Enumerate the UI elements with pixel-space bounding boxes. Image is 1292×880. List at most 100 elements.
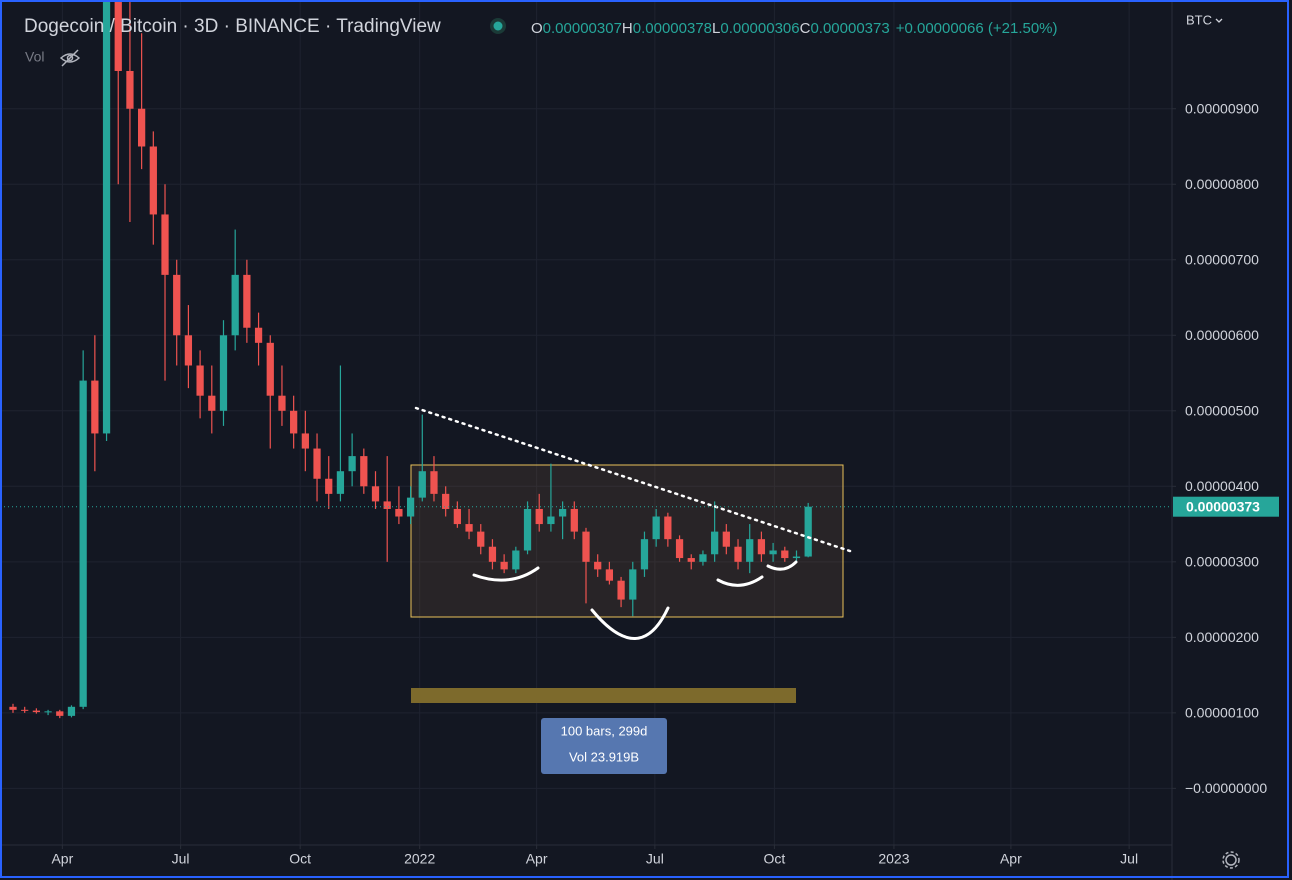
x-tick-label: Oct [764, 851, 786, 867]
candle-body [325, 478, 333, 494]
candle-body [290, 410, 298, 434]
x-tick-label: Jul [172, 851, 190, 867]
y-tick-label: 0.00000400 [1185, 478, 1259, 494]
y-tick-label: 0.00000200 [1185, 629, 1259, 645]
drawing-curve [590, 606, 670, 640]
candle-body [500, 561, 508, 570]
candle-body [757, 539, 766, 555]
x-tick-label: Oct [289, 851, 311, 867]
candle-body [254, 327, 263, 343]
trend-line [414, 406, 855, 554]
ohlc-value: 0.00000373 [810, 20, 889, 37]
currency-caret[interactable] [1215, 18, 1223, 23]
last-price-label: 0.00000373 [1186, 498, 1260, 514]
currency-button[interactable]: BTC [1186, 12, 1212, 27]
candle-body [617, 580, 625, 600]
drawing-curve [472, 566, 540, 582]
candle-body [360, 456, 368, 487]
candle-body [711, 531, 719, 555]
candle-body [442, 493, 450, 509]
candle-body [512, 550, 520, 570]
candle-body [114, 0, 122, 71]
candle-body [266, 342, 274, 396]
candle-body [558, 508, 567, 517]
settings-icon[interactable] [1222, 851, 1240, 869]
candle-body [675, 539, 684, 559]
candle-body [465, 524, 473, 532]
candle-body [640, 539, 649, 570]
candle-body [406, 497, 415, 517]
candle-body [231, 274, 239, 336]
candle-body [91, 380, 99, 434]
candle-body [652, 516, 660, 540]
candle-body [570, 508, 578, 532]
candle-body [278, 395, 286, 411]
x-tick-label: Apr [526, 851, 548, 867]
candle-body [9, 706, 17, 710]
y-tick-label: 0.00000500 [1185, 402, 1259, 418]
candle-body [792, 556, 801, 559]
candle-body [138, 108, 146, 147]
ohlc-change: +0.00000066 (+21.50%) [896, 20, 1058, 37]
candle-body [722, 531, 730, 547]
axes: 0.00000900 0.00000800 0.00000700 0.00000600… [0, 100, 1279, 867]
candle-body [196, 365, 204, 396]
candle-body [208, 395, 216, 411]
y-tick-label: 0.00000900 [1185, 100, 1259, 116]
candle-body [173, 274, 181, 336]
ohlc-key: C [800, 20, 811, 37]
x-tick-label: Jul [646, 851, 664, 867]
drawing-curve [716, 575, 764, 587]
candle-body [582, 531, 590, 562]
candle-body [535, 508, 543, 525]
candle-body [395, 508, 403, 517]
candle-body [687, 558, 695, 562]
candle-body [477, 531, 485, 547]
candle-body [523, 508, 532, 551]
candle-body [781, 550, 789, 559]
ohlc-key: H [622, 20, 633, 37]
x-tick-label: Apr [51, 851, 73, 867]
ohlc-header: O0.00000307H0.00000378L0.00000306C0.0000… [531, 20, 1058, 37]
candles [9, 0, 812, 719]
ohlc-key: L [712, 20, 720, 37]
drawing-curve [766, 560, 798, 571]
candle-body [32, 710, 41, 713]
chart-title: Dogecoin / Bitcoin · 3D · BINANCE · Trad… [24, 16, 441, 37]
volume-label: Vol [25, 49, 44, 65]
candle-body [430, 471, 438, 494]
candle-body [313, 448, 321, 479]
candle-body [371, 486, 380, 502]
candle-body [67, 706, 76, 716]
x-tick-label: Jul [1120, 851, 1138, 867]
status-dot [493, 21, 503, 31]
candle-body [44, 711, 52, 713]
y-tick-label: 0.00000300 [1185, 554, 1259, 570]
candle-body [21, 709, 29, 711]
candle-body [383, 501, 391, 509]
candle-body [348, 456, 356, 472]
candle-body [79, 380, 87, 707]
candle-body [547, 516, 555, 525]
ohlc-key: O [531, 20, 543, 37]
candle-body [56, 711, 64, 716]
y-tick-label: 0.00000700 [1185, 251, 1259, 267]
candle-body [243, 274, 251, 328]
candle-body [126, 70, 134, 109]
date-range-bar [411, 688, 796, 703]
candle-body [219, 335, 228, 411]
candle-body [746, 539, 754, 562]
candle-body [418, 471, 426, 498]
measure-volume: Vol 23.919B [569, 749, 639, 764]
hide-icon[interactable] [59, 49, 81, 67]
candle-body [605, 569, 614, 581]
candle-body [336, 471, 345, 494]
x-tick-label: 2023 [878, 851, 909, 867]
candle-body [184, 335, 193, 366]
candle-body [488, 546, 497, 562]
candle-body [102, 0, 111, 434]
candle-body [734, 546, 742, 562]
